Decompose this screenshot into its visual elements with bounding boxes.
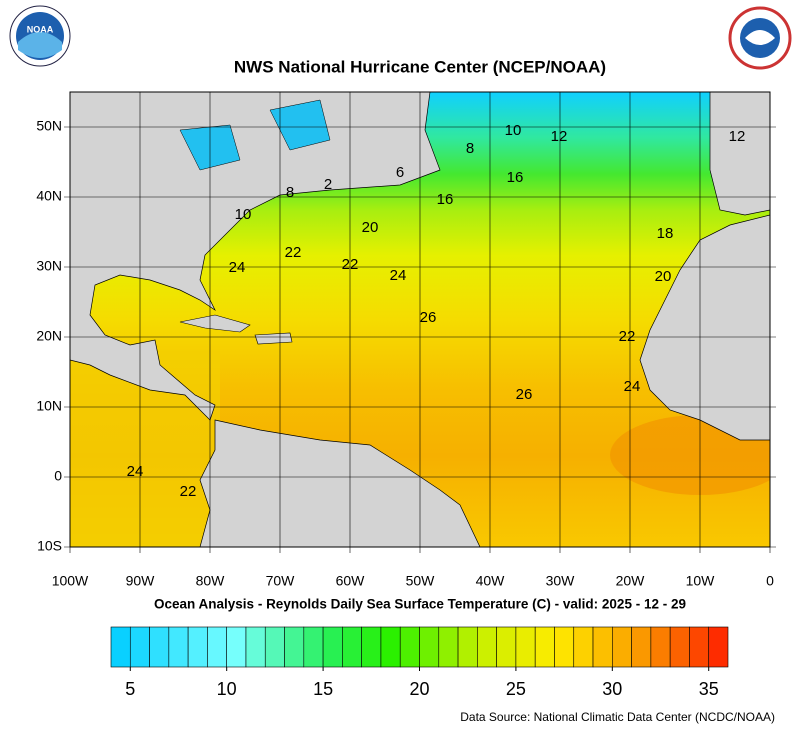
colorbar-label: 30 xyxy=(602,679,622,699)
contour-label: 24 xyxy=(624,378,641,395)
lon-tick-label: 80W xyxy=(196,573,226,589)
colorbar-swatch xyxy=(264,626,285,668)
contour-label: 22 xyxy=(619,328,636,345)
colorbar-swatch xyxy=(207,626,227,668)
contour-label: 26 xyxy=(516,386,533,403)
contour-label: 8 xyxy=(286,184,294,201)
colorbar-swatch xyxy=(534,626,555,668)
colorbar-swatch xyxy=(129,626,150,668)
colorbar-swatch xyxy=(612,626,632,668)
colorbar-label: 35 xyxy=(699,679,719,699)
colorbar-swatch xyxy=(399,626,420,668)
colorbar-swatch xyxy=(438,626,459,668)
colorbar-swatch xyxy=(419,626,440,668)
contour-label: 2 xyxy=(324,176,332,193)
colorbar-swatch xyxy=(110,626,131,668)
colorbar-swatch xyxy=(669,626,690,668)
lat-tick-label: 40N xyxy=(36,188,62,204)
colorbar-swatch xyxy=(303,626,324,668)
colorbar-swatch xyxy=(631,626,652,668)
lon-tick-label: 10W xyxy=(686,573,716,589)
lon-tick-label: 30W xyxy=(546,573,576,589)
colorbar-label: 20 xyxy=(409,679,429,699)
lat-tick-label: 10S xyxy=(37,538,62,554)
colorbar-swatch xyxy=(245,626,266,668)
colorbar-label: 15 xyxy=(313,679,333,699)
colorbar-swatch xyxy=(689,626,710,668)
colorbar-swatch xyxy=(380,626,401,668)
contour-label: 20 xyxy=(655,268,672,285)
colorbar-swatch xyxy=(477,626,497,668)
lon-tick-label: 0 xyxy=(766,573,774,589)
lon-tick-label: 100W xyxy=(52,573,89,589)
contour-label: 20 xyxy=(362,219,379,236)
colorbar-label: 25 xyxy=(506,679,526,699)
lon-tick-label: 60W xyxy=(336,573,366,589)
contour-label: 16 xyxy=(507,169,524,186)
colorbar-swatch xyxy=(592,626,613,668)
colorbar-swatch xyxy=(708,626,729,668)
colorbar-swatch xyxy=(284,626,305,668)
colorbar-swatch xyxy=(650,626,671,668)
colorbar-swatch xyxy=(226,626,247,668)
contour-label: 12 xyxy=(551,128,568,145)
colorbar-swatch xyxy=(342,626,362,668)
subtitle: Ocean Analysis - Reynolds Daily Sea Surf… xyxy=(154,597,686,612)
nws-logo xyxy=(728,6,792,70)
lon-tick-label: 70W xyxy=(266,573,296,589)
contour-label: 24 xyxy=(127,463,144,480)
contour-label: 24 xyxy=(390,267,407,284)
lat-tick-label: 0 xyxy=(54,468,62,484)
lat-tick-label: 10N xyxy=(36,398,62,414)
source: Data Source: National Climatic Data Cent… xyxy=(460,710,775,724)
lat-tick-label: 50N xyxy=(36,118,62,134)
colorbar-label: 10 xyxy=(217,679,237,699)
colorbar-swatch xyxy=(187,626,208,668)
lat-tick-label: 20N xyxy=(36,328,62,344)
colorbar-swatch xyxy=(554,626,575,668)
colorbar-swatch xyxy=(361,626,382,668)
contour-label: 18 xyxy=(657,225,674,242)
colorbar-label: 5 xyxy=(125,679,135,699)
lat-tick-label: 30N xyxy=(36,258,62,274)
lon-tick-label: 40W xyxy=(476,573,506,589)
contour-label: 22 xyxy=(342,256,359,273)
noaa-logo: NOAA xyxy=(9,5,71,67)
contour-label: 6 xyxy=(396,164,404,181)
contour-label: 26 xyxy=(420,309,437,326)
contour-label: 22 xyxy=(180,483,197,500)
colorbar-swatch xyxy=(457,626,478,668)
colorbar-swatch xyxy=(168,626,189,668)
contour-label: 24 xyxy=(229,259,246,276)
logo-text: NOAA xyxy=(27,24,54,34)
colorbar-swatch xyxy=(496,626,517,668)
colorbar-swatch xyxy=(149,626,170,668)
contour-label: 8 xyxy=(466,140,474,157)
title: NWS National Hurricane Center (NCEP/NOAA… xyxy=(234,57,606,76)
colorbar-swatch xyxy=(515,626,536,668)
contour-label: 10 xyxy=(505,122,522,139)
contour-label: 22 xyxy=(285,244,302,261)
lon-tick-label: 50W xyxy=(406,573,436,589)
lon-tick-label: 20W xyxy=(616,573,646,589)
contour-label: 10 xyxy=(235,206,252,223)
colorbar-swatch xyxy=(573,626,594,668)
contour-label: 12 xyxy=(729,128,746,145)
lon-tick-label: 90W xyxy=(126,573,156,589)
contour-label: 16 xyxy=(437,191,454,208)
colorbar-swatch xyxy=(322,626,343,668)
